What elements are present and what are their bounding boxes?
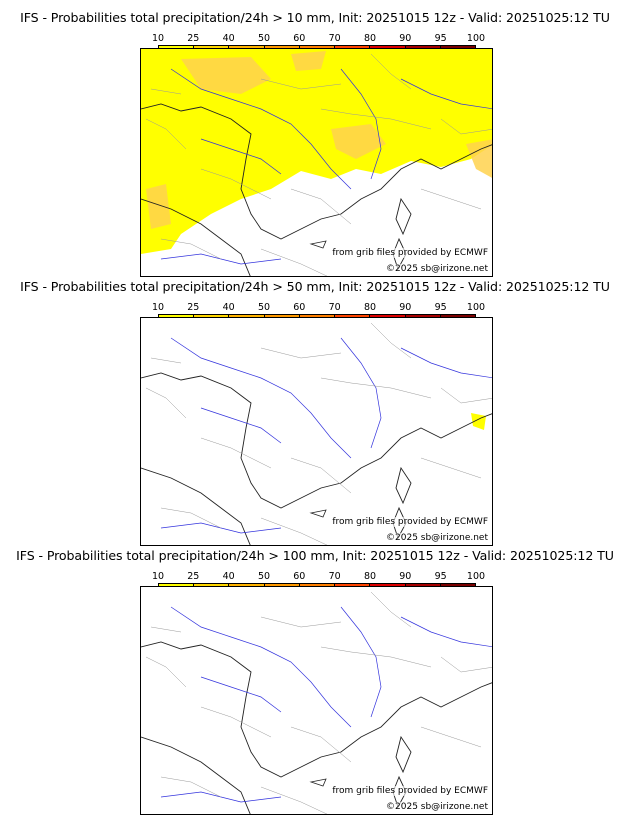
colorbar-tick: 10 bbox=[151, 33, 165, 44]
credit-copyright: ©2025 sb@irizone.net bbox=[386, 802, 488, 812]
panel-title: IFS - Probabilities total precipitation/… bbox=[16, 548, 614, 563]
colorbar-tick: 90 bbox=[399, 33, 412, 44]
colorbar-tick: 70 bbox=[328, 571, 341, 582]
map-graphic bbox=[141, 322, 492, 545]
panel-title: IFS - Probabilities total precipitation/… bbox=[20, 279, 610, 294]
panel-title: IFS - Probabilities total precipitation/… bbox=[20, 10, 610, 25]
colorbar-tick: 25 bbox=[187, 571, 200, 582]
map-graphic bbox=[141, 49, 492, 276]
colorbar-tick: 100 bbox=[466, 33, 486, 44]
colorbar-tick: 40 bbox=[222, 571, 235, 582]
colorbar-tick: 50 bbox=[257, 571, 271, 582]
map-panel-50mm: IFS - Probabilities total precipitation/… bbox=[0, 279, 630, 555]
colorbar-tick: 95 bbox=[434, 571, 447, 582]
precipitation-map: from grib files provided by ECMWF ©2025 … bbox=[140, 317, 493, 546]
precipitation-map: from grib files provided by ECMWF ©2025 … bbox=[140, 48, 493, 277]
credit-copyright: ©2025 sb@irizone.net bbox=[386, 533, 488, 543]
colorbar-tick: 25 bbox=[187, 33, 200, 44]
colorbar-tick: 100 bbox=[466, 302, 486, 313]
colorbar-tick: 60 bbox=[293, 33, 306, 44]
colorbar-tick: 95 bbox=[434, 302, 447, 313]
map-panel-100mm: IFS - Probabilities total precipitation/… bbox=[0, 548, 630, 824]
credit-source: from grib files provided by ECMWF bbox=[332, 786, 488, 796]
colorbar-tick: 50 bbox=[257, 33, 271, 44]
colorbar-tick: 70 bbox=[328, 33, 341, 44]
colorbar-tick: 80 bbox=[363, 571, 377, 582]
colorbar-tick: 80 bbox=[363, 33, 377, 44]
colorbar-tick: 40 bbox=[222, 33, 235, 44]
colorbar-tick: 25 bbox=[187, 302, 200, 313]
map-graphic bbox=[141, 591, 492, 814]
colorbar-tick: 90 bbox=[399, 302, 412, 313]
colorbar-tick: 60 bbox=[293, 302, 306, 313]
colorbar-tick: 80 bbox=[363, 302, 377, 313]
credit-copyright: ©2025 sb@irizone.net bbox=[386, 264, 488, 274]
colorbar-tick: 100 bbox=[466, 571, 486, 582]
precipitation-map: from grib files provided by ECMWF ©2025 … bbox=[140, 586, 493, 815]
colorbar-tick: 90 bbox=[399, 571, 412, 582]
colorbar-tick: 10 bbox=[151, 571, 165, 582]
colorbar-tick: 40 bbox=[222, 302, 235, 313]
colorbar-tick: 70 bbox=[328, 302, 341, 313]
colorbar-tick: 50 bbox=[257, 302, 271, 313]
colorbar-tick: 95 bbox=[434, 33, 447, 44]
map-panel-10mm: IFS - Probabilities total precipitation/… bbox=[0, 10, 630, 286]
credit-source: from grib files provided by ECMWF bbox=[332, 517, 488, 527]
colorbar-tick: 10 bbox=[151, 302, 165, 313]
credit-source: from grib files provided by ECMWF bbox=[332, 248, 488, 258]
colorbar-tick: 60 bbox=[293, 571, 306, 582]
